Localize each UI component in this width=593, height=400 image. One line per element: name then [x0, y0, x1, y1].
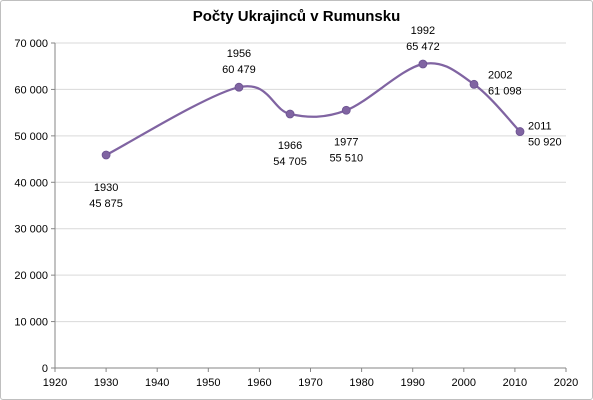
- data-labels: 1930 45 875 1956 60 479 1966 54 705 1977 55 510…: [89, 25, 561, 210]
- data-label-value: 65 472: [406, 41, 440, 53]
- x-tick-label: 1930: [94, 377, 118, 389]
- data-label-year: 1930: [94, 182, 118, 194]
- data-series: [101, 59, 525, 160]
- y-tick-label: 30 000: [14, 224, 48, 236]
- x-tick-label: 1990: [400, 377, 424, 389]
- data-label: 2011 50 920: [528, 121, 562, 149]
- data-label: 1956 60 479: [222, 48, 256, 76]
- x-tick-label: 2020: [554, 377, 578, 389]
- data-label-value: 54 705: [273, 156, 307, 168]
- data-label-year: 1977: [334, 136, 358, 148]
- x-tick-label: 2010: [503, 377, 527, 389]
- data-label: 1966 54 705: [273, 140, 307, 168]
- y-tick-label: 0: [42, 363, 48, 375]
- data-point: [285, 109, 295, 119]
- data-label-value: 50 920: [528, 137, 562, 149]
- y-tick-label: 50 000: [14, 131, 48, 143]
- x-tick-labels: 1920 1930 1940 1950 1960 1970 1980 1990 2000 2010…: [43, 377, 578, 389]
- data-label-year: 1956: [227, 48, 251, 60]
- x-tick-label: 1960: [247, 377, 271, 389]
- data-label-year: 1966: [278, 140, 302, 152]
- data-label-year: 2002: [488, 69, 512, 81]
- data-point: [234, 82, 244, 92]
- y-tick-label: 10 000: [14, 317, 48, 329]
- data-point: [341, 105, 351, 115]
- data-point: [418, 59, 428, 69]
- data-label-year: 1992: [411, 25, 435, 37]
- y-tick-label: 70 000: [14, 38, 48, 50]
- data-label-year: 2011: [528, 121, 552, 133]
- x-tick-label: 1940: [145, 377, 169, 389]
- data-point: [101, 150, 111, 160]
- y-tick-label: 40 000: [14, 177, 48, 189]
- x-tick-label: 1980: [349, 377, 373, 389]
- x-tick-label: 1970: [298, 377, 322, 389]
- chart-title: Počty Ukrajinců v Rumunsku: [192, 8, 401, 25]
- series-line: [105, 62, 521, 157]
- axes: [51, 42, 567, 372]
- data-label: 2002 61 098: [488, 69, 522, 97]
- x-tick-label: 1950: [196, 377, 220, 389]
- data-label-value: 55 510: [329, 152, 363, 164]
- x-tick-label: 2000: [452, 377, 476, 389]
- data-label-value: 45 875: [89, 198, 123, 210]
- y-tick-labels: 0 10 000 20 000 30 000 40 000 50 000 60 000 70 …: [14, 38, 48, 375]
- y-tick-label: 20 000: [14, 270, 48, 282]
- data-label-value: 61 098: [488, 85, 522, 97]
- data-label: 1930 45 875: [89, 182, 123, 210]
- y-tick-label: 60 000: [14, 84, 48, 96]
- data-point: [469, 79, 479, 89]
- data-label: 1977 55 510: [329, 136, 363, 164]
- data-label: 1992 65 472: [406, 25, 440, 53]
- data-point: [515, 127, 525, 136]
- data-label-value: 60 479: [222, 64, 256, 76]
- x-tick-label: 1920: [43, 377, 67, 389]
